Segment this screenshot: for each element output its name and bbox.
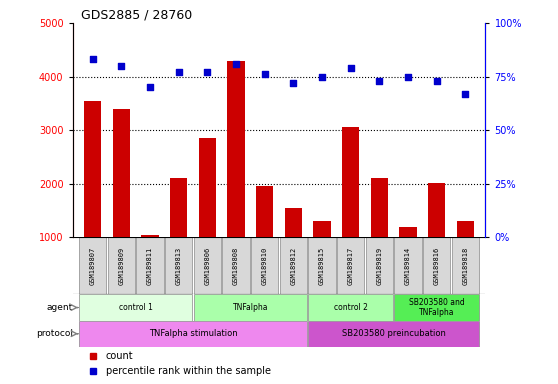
Bar bbox=[141, 235, 158, 291]
Bar bbox=[342, 127, 359, 291]
Bar bbox=[365, 237, 393, 295]
Point bbox=[117, 63, 126, 69]
Point bbox=[260, 71, 269, 78]
Text: GSM189819: GSM189819 bbox=[376, 247, 382, 285]
Text: GSM189809: GSM189809 bbox=[118, 247, 124, 285]
Point bbox=[289, 80, 298, 86]
Text: agent: agent bbox=[47, 303, 73, 312]
Bar bbox=[79, 295, 193, 321]
Text: TNFalpha stimulation: TNFalpha stimulation bbox=[148, 329, 237, 338]
Point bbox=[346, 65, 355, 71]
Bar bbox=[314, 221, 330, 291]
Bar bbox=[222, 237, 250, 295]
Text: GSM189818: GSM189818 bbox=[463, 247, 468, 285]
Text: SB203580 preincubation: SB203580 preincubation bbox=[341, 329, 446, 338]
Text: control 1: control 1 bbox=[119, 303, 152, 312]
Bar bbox=[170, 179, 187, 291]
Text: GSM189817: GSM189817 bbox=[348, 247, 354, 285]
Bar bbox=[400, 227, 417, 291]
Text: count: count bbox=[105, 351, 133, 361]
Bar bbox=[165, 237, 193, 295]
Bar bbox=[108, 237, 135, 295]
Point bbox=[232, 61, 240, 67]
Bar bbox=[280, 237, 307, 295]
Text: protocol: protocol bbox=[36, 329, 73, 338]
Text: GSM189813: GSM189813 bbox=[176, 247, 182, 285]
Point bbox=[375, 78, 384, 84]
Text: GSM189806: GSM189806 bbox=[204, 247, 210, 285]
Bar bbox=[428, 183, 445, 291]
Point bbox=[88, 56, 97, 63]
Text: GSM189808: GSM189808 bbox=[233, 247, 239, 285]
Bar bbox=[457, 221, 474, 291]
Bar bbox=[194, 237, 221, 295]
Text: GSM189811: GSM189811 bbox=[147, 247, 153, 285]
Text: control 2: control 2 bbox=[334, 303, 368, 312]
Bar bbox=[136, 237, 163, 295]
Text: GDS2885 / 28760: GDS2885 / 28760 bbox=[81, 9, 192, 22]
Text: GSM189815: GSM189815 bbox=[319, 247, 325, 285]
Point bbox=[432, 78, 441, 84]
Point bbox=[146, 84, 155, 90]
Point bbox=[174, 69, 183, 75]
Text: GSM189814: GSM189814 bbox=[405, 247, 411, 285]
Bar bbox=[256, 186, 273, 291]
Bar bbox=[308, 321, 479, 347]
Text: TNFalpha: TNFalpha bbox=[233, 303, 268, 312]
Bar bbox=[451, 237, 479, 295]
Bar bbox=[308, 237, 336, 295]
Point bbox=[203, 69, 212, 75]
Bar bbox=[423, 237, 450, 295]
Bar bbox=[199, 138, 216, 291]
Bar bbox=[79, 237, 107, 295]
Bar bbox=[194, 295, 307, 321]
Bar bbox=[84, 101, 101, 291]
Point bbox=[403, 74, 412, 80]
Bar bbox=[113, 109, 130, 291]
Text: percentile rank within the sample: percentile rank within the sample bbox=[105, 366, 271, 376]
Bar bbox=[395, 295, 479, 321]
Point bbox=[461, 91, 470, 97]
Bar bbox=[251, 237, 278, 295]
Bar bbox=[308, 295, 393, 321]
Point bbox=[318, 74, 326, 80]
Bar bbox=[371, 179, 388, 291]
Bar bbox=[79, 321, 307, 347]
Text: GSM189816: GSM189816 bbox=[434, 247, 440, 285]
Bar bbox=[395, 237, 422, 295]
Bar bbox=[285, 208, 302, 291]
Text: SB203580 and
TNFalpha: SB203580 and TNFalpha bbox=[409, 298, 465, 317]
Text: GSM189807: GSM189807 bbox=[90, 247, 95, 285]
Bar bbox=[228, 61, 244, 291]
Text: GSM189810: GSM189810 bbox=[262, 247, 268, 285]
Bar bbox=[337, 237, 364, 295]
Text: GSM189812: GSM189812 bbox=[290, 247, 296, 285]
